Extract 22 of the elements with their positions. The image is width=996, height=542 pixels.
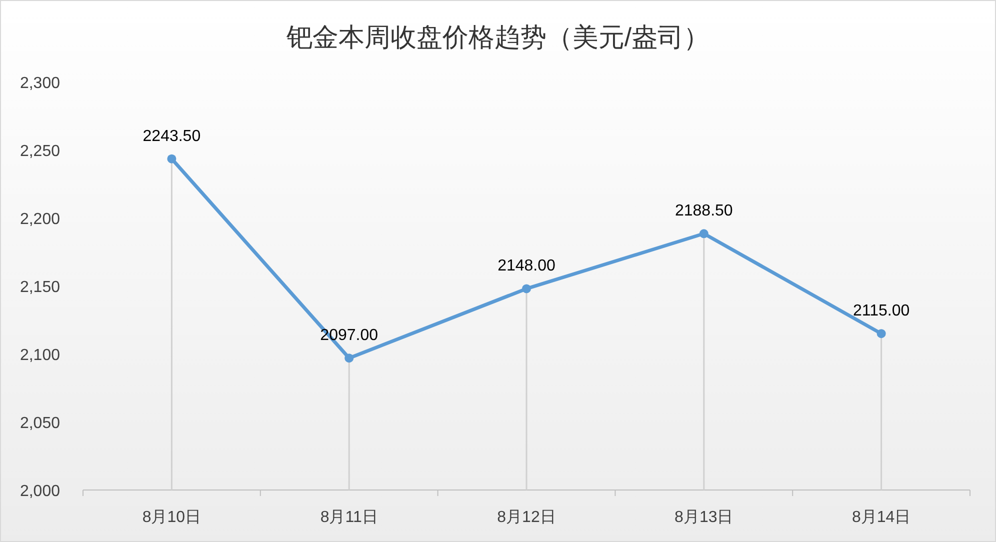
point: [344, 354, 354, 363]
y-tick-label: 2,150: [20, 279, 60, 296]
x-tick-label: 8月14日: [852, 509, 911, 526]
y-tick-label: 2,200: [20, 211, 60, 228]
y-tick-label: 2,300: [20, 75, 60, 92]
point: [876, 329, 886, 338]
point: [699, 229, 708, 238]
y-tick-label: 2,100: [20, 347, 60, 364]
chart-title: 钯金本周收盘价格趋势（美元/盎司）: [285, 22, 710, 52]
x-tick-label: 8月13日: [674, 509, 734, 526]
x-tick-label: 8月11日: [320, 509, 378, 526]
y-tick-label: 2,050: [20, 415, 60, 432]
point: [522, 284, 531, 294]
point: [167, 154, 176, 164]
data-label: 2148.00: [498, 258, 556, 275]
x-tick-label: 8月10日: [142, 509, 202, 526]
x-tick-label: 8月12日: [497, 509, 556, 526]
data-label: 2188.50: [674, 202, 733, 220]
data-label: 2115.00: [852, 302, 910, 320]
y-tick-label: 2,250: [20, 143, 60, 160]
data-label: 2243.50: [142, 128, 201, 145]
y-tick-label: 2,000: [20, 483, 60, 500]
